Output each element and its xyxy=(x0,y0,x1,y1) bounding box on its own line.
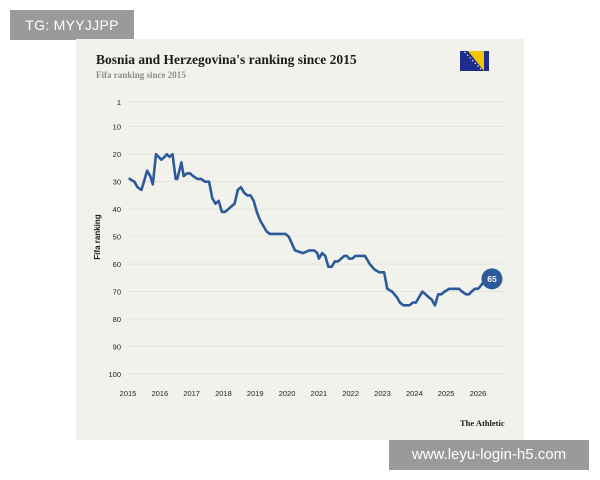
x-tick-label: 2015 xyxy=(120,389,137,398)
x-tick-label: 2026 xyxy=(470,389,487,398)
y-tick-label: 90 xyxy=(113,342,121,351)
x-tick-label: 2024 xyxy=(406,389,423,398)
y-tick-label: 1 xyxy=(117,98,121,107)
watermark-bottom: www.leyu-login-h5.com xyxy=(389,440,589,470)
flag-star xyxy=(464,51,466,54)
y-tick-label: 40 xyxy=(113,205,121,214)
y-tick-label: 60 xyxy=(113,260,121,269)
chart-subtitle: Fifa ranking since 2015 xyxy=(96,70,186,80)
brand-logo: The Athletic xyxy=(460,418,505,428)
x-tick-label: 2018 xyxy=(215,389,232,398)
x-tick-label: 2022 xyxy=(342,389,359,398)
y-tick-label: 50 xyxy=(113,232,121,241)
flag-star xyxy=(472,59,474,62)
flag-star xyxy=(479,68,482,70)
y-tick-label: 100 xyxy=(108,370,121,379)
ranking-series-line xyxy=(128,152,487,307)
y-tick-label: 30 xyxy=(113,177,121,186)
x-tick-label: 2025 xyxy=(438,389,455,398)
chart-title: Bosnia and Herzegovina's ranking since 2… xyxy=(96,52,357,67)
x-tick-label: 2017 xyxy=(183,389,200,398)
y-tick-label: 20 xyxy=(113,150,121,159)
y-tick-label: 10 xyxy=(113,123,121,132)
x-tick-label: 2019 xyxy=(247,389,264,398)
flag-star xyxy=(474,62,477,64)
x-tick-label: 2023 xyxy=(374,389,391,398)
x-tick-label: 2021 xyxy=(311,389,328,398)
flag-star xyxy=(469,57,471,59)
latest-ranking-marker xyxy=(481,268,503,290)
y-tick-label: 80 xyxy=(113,315,121,324)
latest-ranking-label: 65 xyxy=(487,274,497,284)
flag-star xyxy=(466,54,469,56)
bosnia-flag-icon xyxy=(460,51,489,71)
chart-card xyxy=(76,39,524,440)
y-tick-label: 70 xyxy=(113,287,121,296)
x-tick-label: 2020 xyxy=(279,389,296,398)
flag-star xyxy=(477,65,479,67)
watermark-top: TG: MYYJJPP xyxy=(10,10,134,40)
x-tick-label: 2016 xyxy=(151,389,168,398)
